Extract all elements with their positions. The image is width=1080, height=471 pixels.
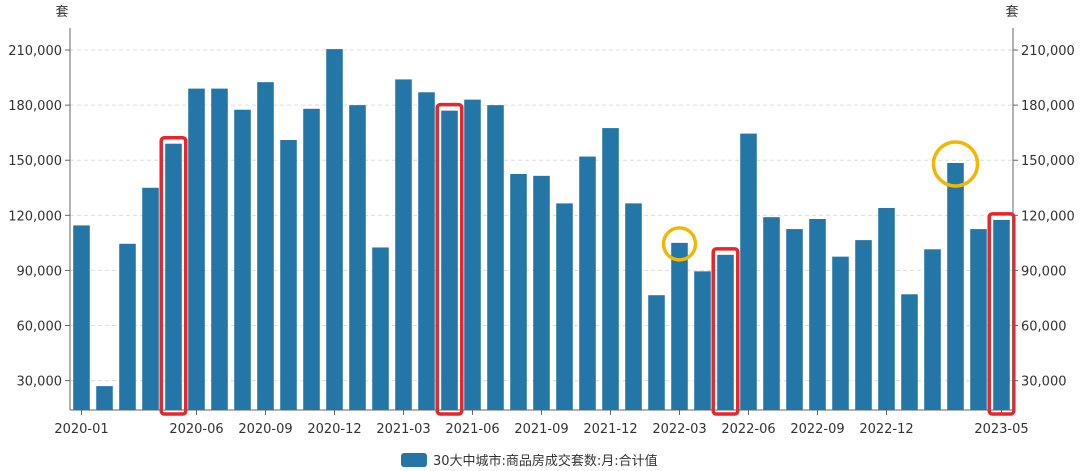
x-tick-label: 2020-01 [54, 422, 108, 437]
bar-2022-05 [717, 254, 734, 410]
bar-2022-12 [878, 207, 895, 410]
bar-2023-03 [947, 162, 964, 410]
x-tick-label: 2022-12 [859, 422, 913, 437]
bar-2022-09 [809, 219, 826, 410]
legend-label: 30大中城市:商品房成交套数:月:合计值 [433, 453, 658, 469]
legend-swatch [401, 453, 427, 467]
bar-2021-06 [464, 99, 481, 410]
y-tick-label-left: 180,000 [8, 99, 62, 114]
bar-2020-07 [211, 88, 228, 410]
bar-2020-08 [234, 109, 251, 411]
y-tick-label-right: 150,000 [1021, 154, 1075, 169]
y-tick-label-left: 90,000 [17, 264, 63, 279]
y-tick-label-left: 150,000 [8, 154, 62, 169]
x-tick-label: 2021-12 [583, 422, 637, 437]
legend: 30大中城市:商品房成交套数:月:合计值 [401, 453, 658, 469]
bar-2022-01 [625, 203, 642, 410]
highlight-circle-2023-03 [931, 140, 980, 188]
bars-group [73, 49, 1010, 411]
bar-2023-02 [924, 249, 941, 410]
x-tick-label: 2020-12 [307, 422, 361, 437]
bar-2021-02 [372, 247, 389, 410]
x-tick-label: 2022-09 [790, 422, 844, 437]
bar-2020-11 [303, 108, 320, 411]
y-ticks-right: 30,000 60,000 90,000 120,000 150,000 180,000 2… [1013, 44, 1075, 390]
x-tick-label: 2020-09 [238, 422, 292, 437]
y-tick-label-right: 60,000 [1021, 320, 1067, 335]
y-tick-label-left: 30,000 [17, 375, 63, 390]
bar-2021-10 [556, 203, 573, 410]
y-tick-label-left: 60,000 [17, 320, 63, 335]
bar-2021-05 [441, 110, 458, 411]
bar-2023-01 [901, 294, 918, 410]
highlight-box-2021-05 [435, 102, 464, 416]
bar-2021-04 [418, 92, 435, 411]
bar-2020-03 [119, 243, 136, 410]
bar-2020-05 [165, 143, 182, 411]
bar-2020-09 [257, 82, 274, 410]
bar-2020-06 [188, 88, 205, 410]
x-tick-label: 2023-05 [974, 422, 1028, 437]
bar-2020-10 [280, 140, 297, 410]
y-tick-label-right: 30,000 [1021, 375, 1067, 390]
y-ticks-left: 30,000 60,000 90,000 120,000 150,000 180,000 2… [8, 44, 70, 390]
y-tick-label-right: 120,000 [1021, 209, 1075, 224]
x-tick-label: 2021-09 [514, 422, 568, 437]
bar-2022-08 [786, 229, 803, 410]
bar-2021-09 [533, 175, 550, 410]
x-tick-label: 2022-03 [652, 422, 706, 437]
highlights-group [159, 102, 1016, 416]
y-tick-label-left: 120,000 [8, 209, 62, 224]
x-ticks: 2020-01 2020-06 2020-09 2020-12 2021-03 2021-… [54, 410, 1029, 437]
bar-2023-05 [993, 219, 1010, 410]
x-tick-label: 2020-06 [169, 422, 223, 437]
bar-2022-04 [694, 271, 711, 410]
bar-2020-12 [326, 49, 343, 411]
y-tick-label-left: 210,000 [8, 44, 62, 59]
highlight-box-2022-05 [711, 247, 740, 416]
bar-2022-03 [671, 242, 688, 410]
x-tick-label: 2021-03 [376, 422, 430, 437]
bar-2021-03 [395, 79, 412, 410]
bar-2021-07 [487, 105, 504, 410]
bar-2021-12 [602, 128, 619, 410]
right-unit-label: 套 [1005, 4, 1018, 20]
bar-2022-02 [648, 295, 665, 410]
bar-2020-02 [96, 386, 113, 410]
bar-2022-06 [740, 133, 757, 411]
bar-2022-10 [832, 256, 849, 410]
bar-2021-11 [579, 156, 596, 410]
bar-2021-08 [510, 174, 527, 410]
y-tick-label-right: 210,000 [1021, 44, 1075, 59]
bar-2020-04 [142, 187, 159, 410]
x-tick-label: 2021-06 [445, 422, 499, 437]
bar-2022-07 [763, 217, 780, 410]
bar-2020-01 [73, 225, 90, 410]
bar-2022-11 [855, 240, 872, 410]
bar-2021-01 [349, 105, 366, 410]
y-tick-label-right: 180,000 [1021, 99, 1075, 114]
highlight-circle-2022-03 [661, 226, 698, 262]
y-tick-label-right: 90,000 [1021, 264, 1067, 279]
left-unit-label: 套 [55, 4, 68, 20]
highlight-box-2020-05 [159, 135, 188, 416]
x-tick-label: 2022-06 [721, 422, 775, 437]
bar-2023-04 [970, 229, 987, 410]
